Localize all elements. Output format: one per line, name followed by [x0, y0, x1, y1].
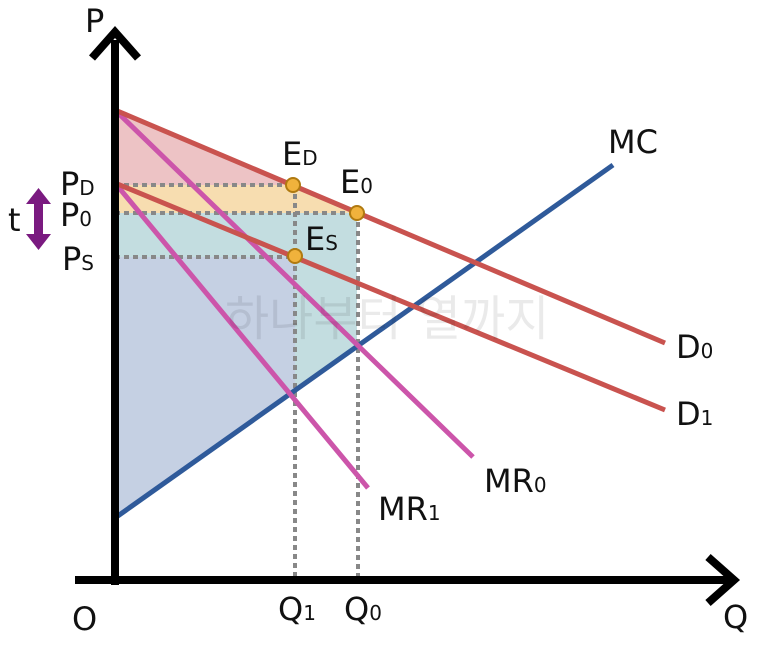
mr1-curve [113, 181, 370, 490]
tax-label: t [8, 201, 21, 239]
d0-curve [114, 107, 666, 346]
mc-label: MC [608, 123, 658, 161]
mr0-label: MR0 [484, 462, 547, 500]
origin-label: O [72, 600, 97, 638]
watermark: 하나부터 열까지 [225, 291, 549, 347]
mr0-curve [113, 108, 475, 459]
d1-label: D1 [676, 395, 713, 433]
p0-label: P0 [60, 196, 92, 234]
point-e0 [349, 205, 365, 221]
d1-curve [114, 180, 666, 413]
points [285, 177, 365, 264]
d0-label: D0 [676, 328, 713, 366]
y-axis-label: P [85, 2, 104, 40]
pd-label: PD [60, 165, 95, 203]
x-arrow [705, 554, 741, 606]
tax-arrow [26, 188, 51, 250]
mc-curve [113, 162, 615, 521]
e0-label: E0 [340, 163, 373, 201]
point-es [287, 248, 303, 264]
y-arrow [89, 25, 141, 61]
x-axis-label: Q [723, 598, 748, 636]
mr1-label: MR1 [378, 490, 441, 528]
point-ed [285, 177, 301, 193]
ps-label: PS [62, 240, 94, 278]
ed-label: ED [282, 135, 318, 173]
es-label: ES [305, 220, 338, 258]
q1-label: Q1 [278, 590, 316, 628]
q0-label: Q0 [344, 590, 382, 628]
blue-area [115, 257, 295, 518]
